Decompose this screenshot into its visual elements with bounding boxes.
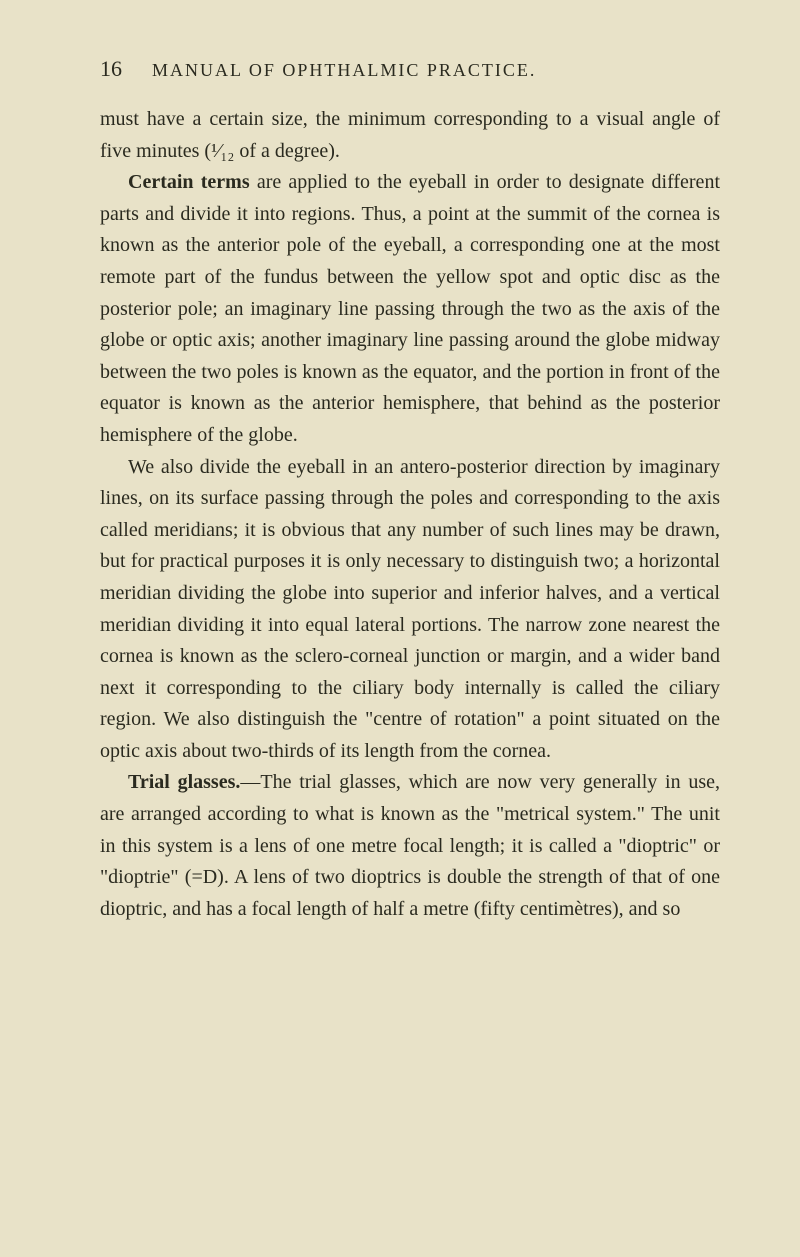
- page-number: 16: [100, 56, 122, 82]
- paragraph-3: We also divide the eyeball in an antero-…: [100, 452, 720, 768]
- paragraph-3-text: We also divide the eyeball in an antero-…: [100, 456, 720, 762]
- chapter-title: MANUAL OF OPHTHALMIC PRACTICE.: [152, 60, 536, 81]
- paragraph-2-rest: are applied to the eyeball in order to d…: [100, 171, 720, 446]
- bold-term-certain: Certain terms: [128, 171, 250, 193]
- paragraph-1: must have a certain size, the minimum co…: [100, 104, 720, 167]
- body-text: must have a certain size, the minimum co…: [100, 104, 720, 925]
- page-header: 16 MANUAL OF OPHTHALMIC PRACTICE.: [100, 56, 720, 82]
- paragraph-2: Certain terms are applied to the eyeball…: [100, 167, 720, 451]
- bold-term-trial: Trial glasses.: [128, 771, 240, 793]
- paragraph-1-text: must have a certain size, the minimum co…: [100, 108, 720, 162]
- paragraph-4: Trial glasses.—The trial glasses, which …: [100, 767, 720, 925]
- paragraph-4-rest: —The trial glasses, which are now very g…: [100, 771, 720, 919]
